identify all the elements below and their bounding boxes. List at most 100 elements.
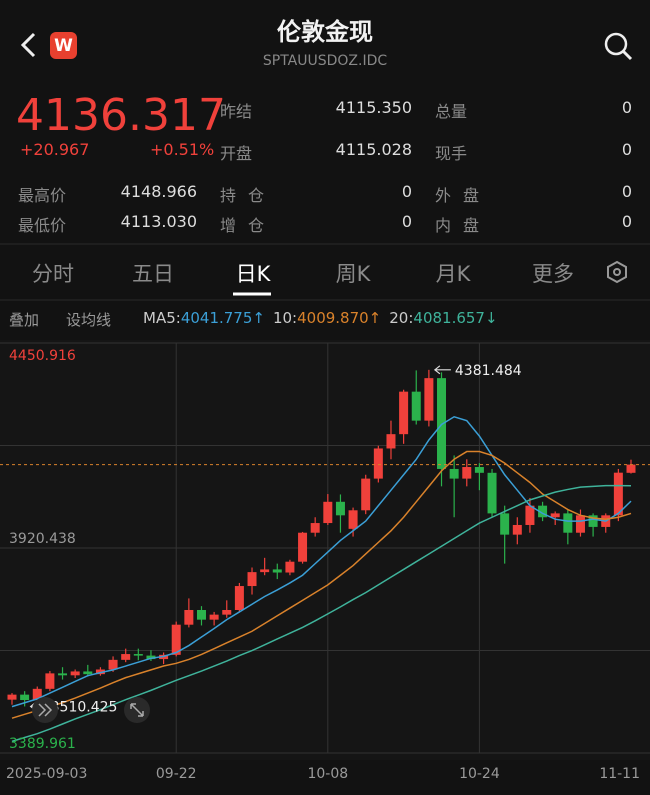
candle-body	[222, 610, 232, 615]
candle-body	[298, 532, 308, 562]
x-tick-label: 10-24	[459, 766, 500, 782]
candle-body	[310, 523, 320, 533]
ma-line	[11, 484, 632, 743]
candle-body	[133, 654, 143, 656]
stat-label: 最低价	[18, 216, 67, 235]
stat-value: 4148.966	[120, 182, 197, 201]
candle-body	[146, 655, 156, 660]
min-label: 3510.425	[51, 699, 118, 715]
change-pct: +0.51%	[150, 140, 215, 159]
candle-body	[424, 378, 434, 421]
stat-label: 昨结	[220, 102, 253, 121]
y-tick-label: 3920.438	[9, 531, 76, 547]
candle-body	[449, 468, 459, 479]
search-button[interactable]	[604, 32, 633, 61]
code: SPTAUUSDOZ.IDC	[262, 53, 388, 69]
candle-body	[32, 688, 42, 701]
legend-name: 20:	[389, 309, 414, 327]
stat-label: 增仓	[220, 216, 277, 235]
overlay-button[interactable]: 叠加	[9, 311, 40, 329]
candle-body	[184, 610, 194, 625]
candle-body	[58, 673, 68, 676]
candle-body	[411, 391, 421, 421]
candle-body	[272, 569, 282, 573]
tab[interactable]: 五日	[132, 262, 174, 286]
stat-label: 现手	[435, 144, 468, 163]
stat-value: 4115.350	[335, 98, 412, 117]
stat-value: 4115.028	[335, 140, 412, 159]
candle-body	[121, 654, 131, 660]
stat-value: 0	[621, 140, 632, 159]
candle-body	[437, 378, 447, 469]
stat-value: 0	[401, 182, 412, 201]
candle-body	[285, 561, 295, 573]
tab[interactable]: 日K	[235, 262, 271, 286]
tab[interactable]: 分时	[32, 262, 74, 286]
candle-body	[575, 515, 585, 533]
candle-body	[487, 472, 497, 514]
candle-body	[361, 478, 371, 511]
stat-label: 内盘	[435, 216, 492, 235]
stat-label: 持仓	[220, 186, 277, 205]
candle-body	[209, 614, 219, 620]
candle-body	[563, 513, 573, 533]
settings-button[interactable]	[607, 260, 627, 284]
ma-settings-button[interactable]: 设均线	[66, 311, 112, 329]
candle-body	[70, 671, 80, 676]
candle-body	[95, 669, 105, 675]
stat-value: 0	[621, 212, 632, 231]
candle-body	[512, 524, 522, 535]
logo-mark: W	[54, 36, 73, 56]
x-tick-label: 10-08	[307, 766, 348, 782]
candle-body	[386, 434, 396, 449]
candle-body	[335, 501, 345, 516]
candle-body	[348, 510, 358, 529]
tab[interactable]: 更多	[532, 262, 574, 286]
back-button[interactable]	[20, 32, 36, 58]
candle-body	[500, 513, 510, 535]
legend-value: 4041.775↑	[180, 309, 265, 327]
candle-body	[196, 610, 206, 620]
candle-body	[462, 467, 472, 479]
stat-value: 4113.030	[120, 212, 197, 231]
stat-value: 0	[621, 98, 632, 117]
candle-body	[588, 515, 598, 527]
candle-body	[626, 464, 636, 473]
stat-label: 外盘	[435, 186, 492, 205]
legend-value: 4009.870↑	[297, 309, 382, 327]
stat-label: 开盘	[220, 144, 253, 163]
stat-value: 0	[401, 212, 412, 231]
legend-name: MA5:	[143, 309, 181, 327]
plot-area	[0, 340, 650, 760]
candle-body	[260, 569, 270, 573]
expand-icon	[38, 703, 53, 717]
stat-value: 0	[621, 182, 632, 201]
x-tick-label: 2025-09-03	[6, 766, 87, 782]
legend-value: 4081.657↓	[413, 309, 498, 327]
ma-line	[11, 415, 632, 708]
annotation-arrow	[433, 365, 451, 375]
x-tick-label: 11-11	[599, 766, 640, 782]
candle-body	[525, 505, 535, 525]
tab[interactable]: 月K	[435, 262, 471, 286]
candle-body	[373, 448, 383, 479]
max-label: 4381.484	[455, 363, 522, 379]
tab[interactable]: 周K	[335, 262, 371, 286]
candle-body	[613, 472, 623, 516]
x-tick-label: 09-22	[156, 766, 197, 782]
candle-body	[7, 694, 17, 700]
y-tick-label: 3389.961	[9, 736, 76, 752]
title: 伦敦金现	[277, 18, 373, 46]
y-tick-label: 4450.916	[9, 348, 76, 364]
candle-body	[45, 673, 55, 689]
candle-body	[474, 467, 484, 473]
change: +20.967	[20, 140, 90, 159]
stat-label: 最高价	[18, 186, 67, 205]
candle-body	[538, 505, 548, 518]
stat-label: 总量	[435, 102, 468, 121]
candle-body	[323, 501, 333, 524]
candle-body	[108, 659, 118, 670]
logo	[50, 32, 77, 59]
